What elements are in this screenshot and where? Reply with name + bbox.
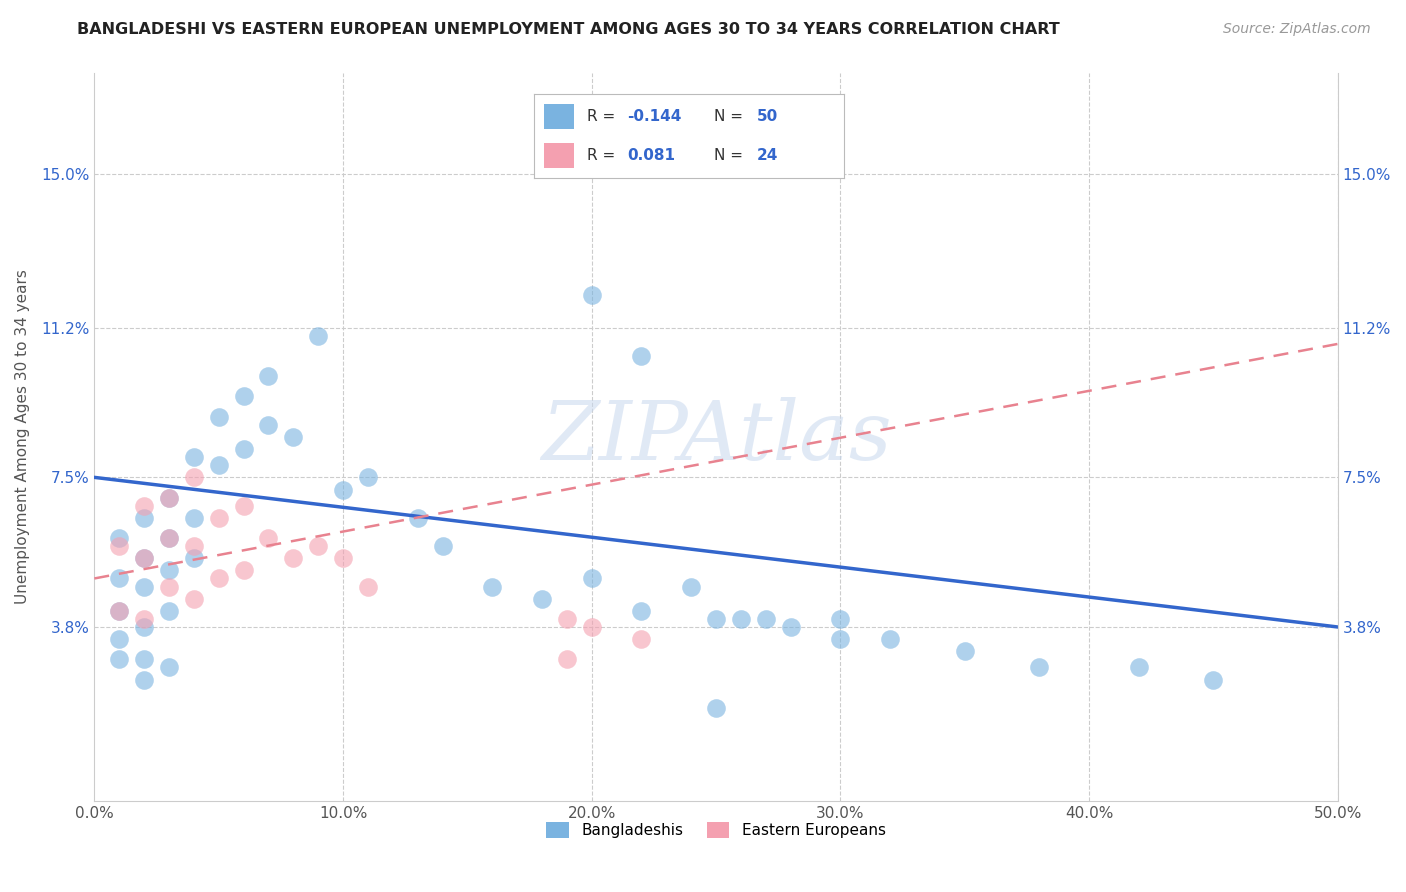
Point: [332, 551, 354, 566]
Point: [953, 644, 976, 658]
Point: [157, 531, 180, 545]
Point: [681, 580, 703, 594]
Point: [257, 531, 280, 545]
FancyBboxPatch shape: [544, 103, 575, 129]
Point: [630, 349, 652, 363]
Y-axis label: Unemployment Among Ages 30 to 34 years: Unemployment Among Ages 30 to 34 years: [15, 269, 30, 605]
Point: [183, 539, 205, 553]
Text: 24: 24: [756, 148, 779, 163]
Point: [132, 511, 155, 525]
Point: [132, 551, 155, 566]
Point: [1128, 660, 1150, 674]
Point: [879, 632, 901, 647]
Point: [555, 652, 578, 666]
Point: [283, 551, 305, 566]
Point: [481, 580, 503, 594]
Point: [157, 660, 180, 674]
Point: [755, 612, 778, 626]
Text: 50: 50: [756, 109, 779, 124]
Point: [183, 511, 205, 525]
Point: [108, 531, 131, 545]
Point: [830, 632, 852, 647]
Point: [108, 572, 131, 586]
Point: [183, 591, 205, 606]
Point: [232, 442, 254, 456]
Text: -0.144: -0.144: [627, 109, 682, 124]
Point: [332, 483, 354, 497]
Point: [157, 531, 180, 545]
Point: [357, 470, 380, 484]
Point: [581, 620, 603, 634]
Point: [283, 430, 305, 444]
Text: N =: N =: [714, 148, 748, 163]
Text: 0.081: 0.081: [627, 148, 675, 163]
Point: [232, 563, 254, 577]
Point: [1202, 673, 1225, 687]
Point: [108, 539, 131, 553]
Point: [208, 511, 231, 525]
Point: [183, 551, 205, 566]
Point: [108, 604, 131, 618]
Text: ZIPAtlas: ZIPAtlas: [541, 397, 891, 477]
Point: [183, 450, 205, 464]
Text: R =: R =: [586, 148, 620, 163]
Point: [630, 604, 652, 618]
Point: [581, 288, 603, 302]
Text: BANGLADESHI VS EASTERN EUROPEAN UNEMPLOYMENT AMONG AGES 30 TO 34 YEARS CORRELATI: BANGLADESHI VS EASTERN EUROPEAN UNEMPLOY…: [77, 22, 1060, 37]
Point: [157, 580, 180, 594]
Point: [830, 612, 852, 626]
Point: [530, 591, 553, 606]
Point: [132, 673, 155, 687]
Point: [232, 389, 254, 403]
Text: R =: R =: [586, 109, 620, 124]
FancyBboxPatch shape: [544, 143, 575, 169]
Point: [208, 409, 231, 424]
Point: [157, 563, 180, 577]
Point: [157, 604, 180, 618]
Point: [730, 612, 752, 626]
Point: [630, 632, 652, 647]
Point: [581, 572, 603, 586]
Point: [132, 612, 155, 626]
Point: [157, 491, 180, 505]
Point: [108, 652, 131, 666]
Point: [307, 328, 329, 343]
Point: [406, 511, 429, 525]
Legend: Bangladeshis, Eastern Europeans: Bangladeshis, Eastern Europeans: [540, 816, 891, 844]
Point: [555, 612, 578, 626]
Point: [132, 580, 155, 594]
Point: [257, 369, 280, 384]
Point: [307, 539, 329, 553]
Point: [183, 470, 205, 484]
Point: [132, 551, 155, 566]
Point: [132, 499, 155, 513]
Point: [208, 572, 231, 586]
Point: [779, 620, 801, 634]
Text: Source: ZipAtlas.com: Source: ZipAtlas.com: [1223, 22, 1371, 37]
Point: [108, 632, 131, 647]
Point: [157, 491, 180, 505]
Point: [257, 417, 280, 432]
Point: [704, 701, 727, 715]
Point: [108, 604, 131, 618]
Point: [704, 612, 727, 626]
Point: [432, 539, 454, 553]
Point: [1028, 660, 1050, 674]
Point: [132, 652, 155, 666]
Point: [357, 580, 380, 594]
Text: N =: N =: [714, 109, 748, 124]
Point: [208, 458, 231, 473]
Point: [232, 499, 254, 513]
Point: [132, 620, 155, 634]
